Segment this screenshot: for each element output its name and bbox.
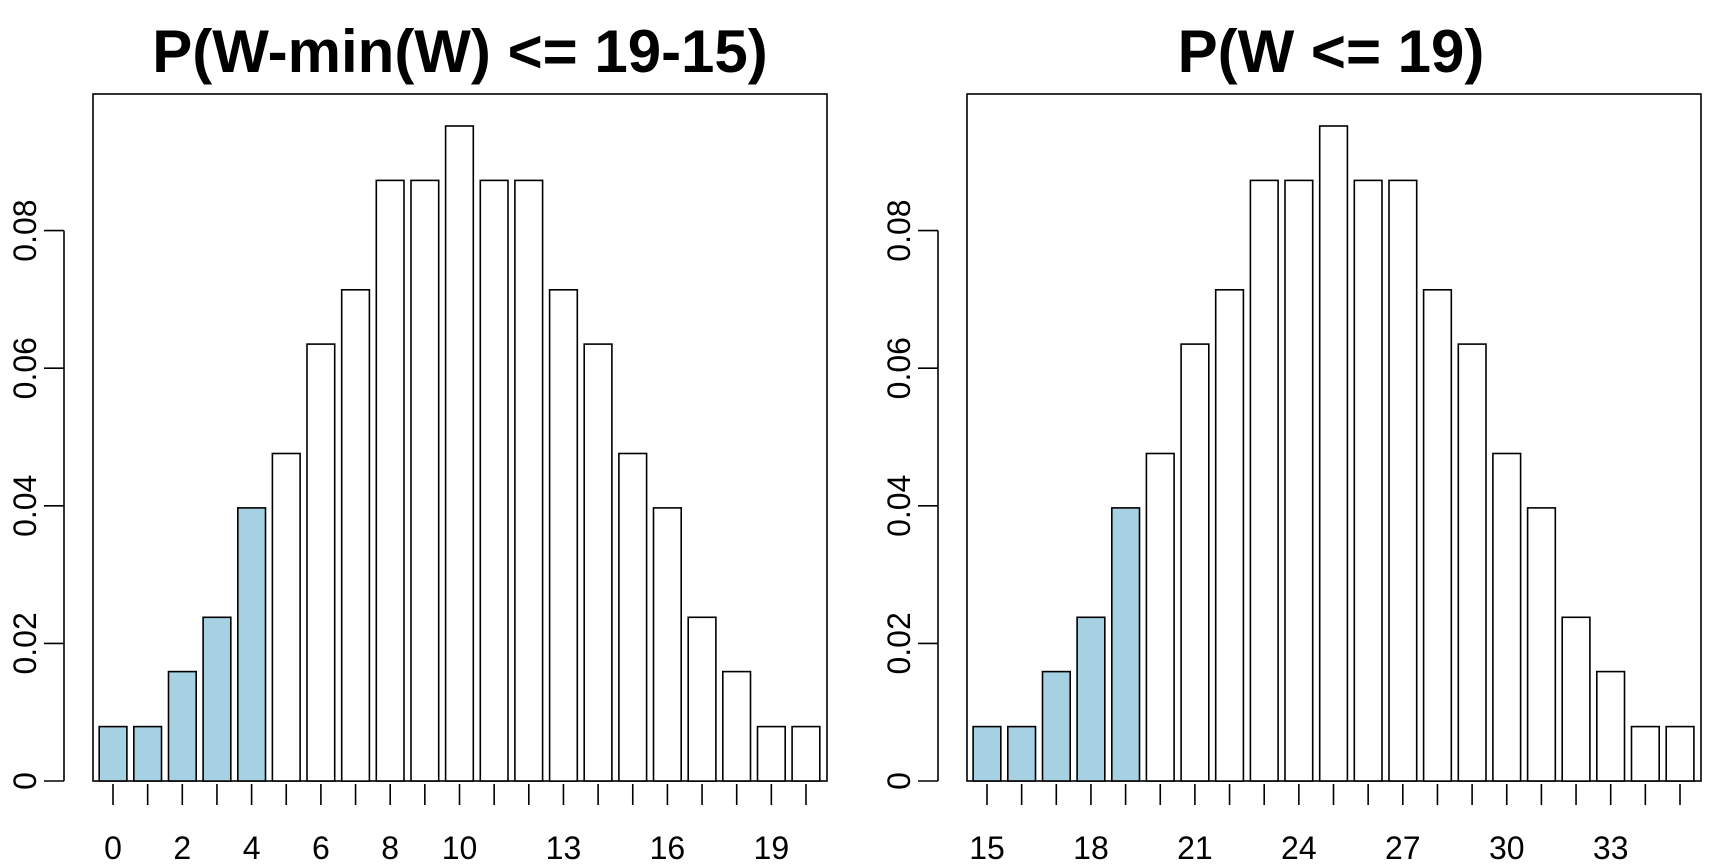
left-x-tick-label-19: 19 — [754, 830, 790, 864]
right-bar-30 — [1492, 452, 1522, 782]
right-bar-31 — [1526, 507, 1557, 782]
left-bar-20 — [791, 725, 821, 782]
right-bar-34 — [1630, 725, 1661, 782]
left-x-tick-label-2: 2 — [173, 830, 191, 864]
right-bar-32 — [1561, 616, 1591, 782]
left-bar-7 — [340, 288, 371, 782]
left-bar-10 — [444, 125, 475, 782]
left-bar-8 — [375, 179, 405, 782]
left-bar-2 — [167, 670, 198, 782]
left-bar-15 — [618, 452, 648, 782]
left-chart-title: P(W-min(W) <= 19-15) — [152, 18, 768, 85]
right-bar-26 — [1353, 179, 1383, 782]
right-chart-panel: P(W <= 19) 15 18 21 24 27 30 33 0 0.02 0.04 0.06 0.… — [881, 18, 1702, 864]
left-x-tick-label-10: 10 — [442, 830, 478, 864]
right-bar-24 — [1284, 179, 1314, 782]
left-bar-5 — [271, 452, 301, 782]
right-bar-23 — [1249, 179, 1279, 782]
right-x-tick-label-18: 18 — [1073, 830, 1109, 864]
left-bar-13 — [548, 288, 579, 782]
right-x-tick-label-24: 24 — [1281, 830, 1317, 864]
right-bar-21 — [1180, 343, 1210, 782]
left-y-tick-label-0.04: 0.04 — [7, 475, 43, 537]
right-y-tick-label-0.02: 0.02 — [881, 612, 917, 674]
right-chart-title: P(W <= 19) — [1178, 18, 1485, 85]
left-bar-4 — [237, 507, 267, 782]
right-bar-16 — [1006, 725, 1037, 782]
right-y-tick-label-0: 0 — [881, 772, 917, 790]
left-x-tick-label-13: 13 — [546, 830, 582, 864]
right-bar-22 — [1214, 288, 1245, 782]
left-bar-18 — [721, 670, 752, 782]
left-bar-19 — [756, 725, 787, 782]
right-x-tick-label-33: 33 — [1593, 830, 1629, 864]
left-bar-16 — [652, 507, 683, 782]
right-bar-20 — [1145, 452, 1175, 782]
left-bar-3 — [202, 616, 232, 782]
left-bar-11 — [479, 179, 509, 782]
left-bar-1 — [133, 725, 163, 782]
right-y-tick-label-0.06: 0.06 — [881, 337, 917, 399]
right-bar-18 — [1076, 616, 1106, 782]
left-x-tick-label-8: 8 — [381, 830, 399, 864]
right-x-tick-label-15: 15 — [969, 830, 1005, 864]
left-bar-6 — [306, 343, 336, 782]
left-x-tick-label-0: 0 — [104, 830, 122, 864]
right-bar-29 — [1457, 343, 1487, 782]
left-y-tick-label-0.02: 0.02 — [7, 612, 43, 674]
right-x-tick-label-21: 21 — [1177, 830, 1213, 864]
left-y-tick-label-0: 0 — [7, 772, 43, 790]
right-x-tick-label-27: 27 — [1385, 830, 1421, 864]
left-chart-panel: P(W-min(W) <= 19-15) 0 2 4 6 8 10 13 16 1900.020… — [7, 18, 828, 864]
left-chart-marks: 0 2 4 6 8 10 13 16 19 0 0.02 0.04 0.06 0.08 — [7, 93, 828, 864]
left-bar-12 — [514, 179, 544, 782]
right-bar-19 — [1111, 507, 1141, 782]
right-bar-28 — [1422, 288, 1453, 782]
left-x-tick-label-16: 16 — [650, 830, 686, 864]
left-y-tick-label-0.08: 0.08 — [7, 199, 43, 261]
right-y-tick-label-0.04: 0.04 — [881, 475, 917, 537]
right-bar-15 — [972, 725, 1002, 782]
right-bar-17 — [1041, 670, 1072, 782]
left-bar-17 — [687, 616, 717, 782]
right-bar-35 — [1665, 725, 1695, 782]
right-bar-27 — [1388, 179, 1418, 782]
right-bar-33 — [1596, 670, 1626, 782]
left-bar-14 — [583, 343, 613, 782]
left-y-tick-label-0.06: 0.06 — [7, 337, 43, 399]
left-bar-9 — [410, 179, 440, 782]
right-y-tick-label-0.08: 0.08 — [881, 199, 917, 261]
right-chart-marks: 15 18 21 24 27 30 33 0 0.02 0.04 0.06 0.08 — [881, 93, 1702, 864]
right-bar-25 — [1318, 125, 1349, 782]
left-bar-0 — [98, 725, 128, 782]
left-x-tick-label-6: 6 — [312, 830, 330, 864]
left-x-tick-label-4: 4 — [243, 830, 261, 864]
right-x-tick-label-30: 30 — [1489, 830, 1525, 864]
